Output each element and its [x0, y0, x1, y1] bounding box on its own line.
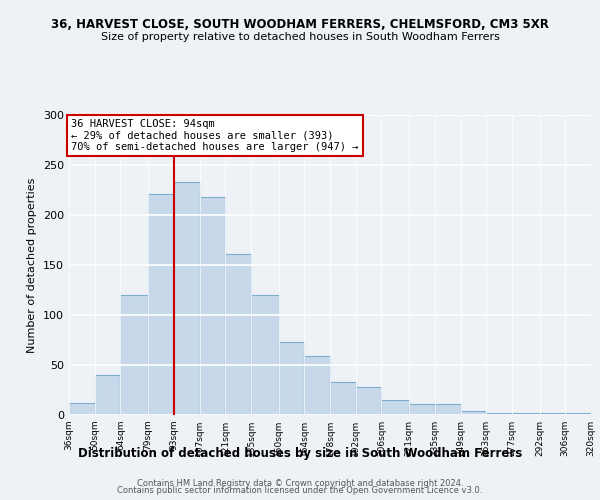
Bar — [461, 411, 486, 415]
Bar — [512, 413, 539, 415]
Bar — [565, 413, 591, 415]
Text: Size of property relative to detached houses in South Woodham Ferrers: Size of property relative to detached ho… — [101, 32, 499, 42]
Bar — [435, 404, 461, 415]
Bar — [356, 387, 382, 415]
Bar — [121, 295, 148, 415]
Text: 36, HARVEST CLOSE, SOUTH WOODHAM FERRERS, CHELMSFORD, CM3 5XR: 36, HARVEST CLOSE, SOUTH WOODHAM FERRERS… — [51, 18, 549, 30]
Bar — [251, 295, 278, 415]
Bar — [330, 382, 356, 415]
Bar — [199, 197, 225, 415]
Bar — [539, 413, 565, 415]
Bar — [174, 182, 199, 415]
Bar — [69, 403, 95, 415]
Bar — [382, 400, 409, 415]
Bar — [304, 356, 330, 415]
Bar — [409, 404, 435, 415]
Bar — [278, 342, 304, 415]
Y-axis label: Number of detached properties: Number of detached properties — [28, 178, 37, 352]
Text: Contains public sector information licensed under the Open Government Licence v3: Contains public sector information licen… — [118, 486, 482, 495]
Bar — [486, 413, 512, 415]
Bar — [148, 194, 174, 415]
Text: Distribution of detached houses by size in South Woodham Ferrers: Distribution of detached houses by size … — [78, 448, 522, 460]
Bar — [225, 254, 251, 415]
Bar — [95, 375, 121, 415]
Text: 36 HARVEST CLOSE: 94sqm
← 29% of detached houses are smaller (393)
70% of semi-d: 36 HARVEST CLOSE: 94sqm ← 29% of detache… — [71, 119, 358, 152]
Text: Contains HM Land Registry data © Crown copyright and database right 2024.: Contains HM Land Registry data © Crown c… — [137, 478, 463, 488]
